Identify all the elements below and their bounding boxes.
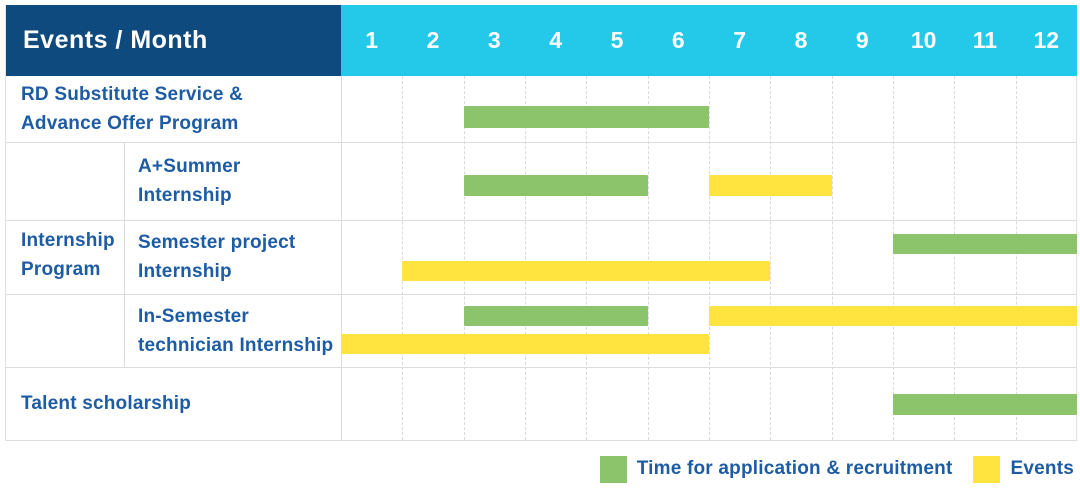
table-header-row: Events / Month 1 2 3 4 5 6 7 8 9 10 11 12 — [6, 5, 1077, 76]
legend: Time for application & recruitment Events — [599, 454, 1074, 484]
gantt-bar-application — [463, 306, 648, 326]
month-grid — [341, 76, 1077, 440]
row-separator — [6, 142, 1077, 143]
month-gridline — [954, 76, 956, 440]
month-header-cell-8: 8 — [794, 27, 808, 53]
month-header-cell-10: 10 — [910, 27, 937, 53]
legend-label-events: Events — [1010, 458, 1074, 479]
legend-swatch-events — [973, 455, 1001, 483]
gantt-bar-events — [709, 175, 832, 196]
month-header-cell-2: 2 — [426, 27, 440, 53]
month-header-strip: 1 2 3 4 5 6 7 8 9 10 11 12 — [341, 5, 1077, 76]
month-gridline — [647, 76, 649, 440]
month-header-cell-1: 1 — [365, 27, 379, 53]
month-gridline — [586, 76, 588, 440]
row-label-2: A+Summer Internship — [138, 156, 241, 206]
page-title: Events / Month — [23, 26, 208, 54]
month-header-cell-4: 4 — [549, 27, 563, 53]
row-label-3: Semester project Internship — [138, 232, 296, 282]
gantt-bar-application — [893, 394, 1077, 415]
month-header-cell-5: 5 — [610, 27, 624, 53]
gantt-bar-application — [893, 234, 1077, 254]
row-label-1: RD Substitute Service & Advance Offer Pr… — [21, 84, 244, 134]
month-header-cell-12: 12 — [1033, 27, 1060, 53]
row-group-label: Internship Program — [21, 229, 115, 280]
gantt-bar-application — [463, 106, 709, 128]
month-gridline — [402, 76, 404, 440]
month-gridline — [709, 76, 710, 440]
month-header-cell-6: 6 — [671, 27, 685, 53]
month-header-cell-3: 3 — [487, 27, 501, 53]
row-separator — [6, 220, 1077, 221]
month-gridline — [463, 76, 465, 440]
header-title-cell: Events / Month — [6, 5, 341, 76]
legend-item-application: Time for application & recruitment — [599, 455, 953, 483]
row-separator — [6, 294, 1077, 295]
label-column-divider — [341, 76, 342, 440]
month-gridline — [831, 76, 833, 440]
schedule-table: Events / Month 1 2 3 4 5 6 7 8 9 10 11 12 RD Substi… — [5, 5, 1077, 441]
row-separator — [6, 367, 1077, 368]
legend-swatch-application — [599, 455, 627, 483]
month-gridline — [525, 76, 526, 440]
group-column-divider — [124, 142, 125, 367]
row-label-5: Talent scholarship — [21, 393, 192, 414]
legend-label-application: Time for application & recruitment — [636, 458, 953, 479]
month-header-cell-11: 11 — [972, 27, 998, 53]
month-gridline — [1015, 76, 1017, 440]
gantt-bar-events — [341, 334, 709, 354]
row-label-4: In-Semester technician Internship — [138, 305, 334, 356]
gantt-bar-events — [709, 306, 1077, 326]
month-header-cell-9: 9 — [855, 27, 869, 53]
month-header-cell-7: 7 — [733, 27, 747, 53]
gantt-bar-events — [402, 261, 771, 281]
month-gridline — [893, 76, 894, 440]
gantt-bar-application — [463, 175, 648, 196]
month-gridline — [770, 76, 772, 440]
legend-item-events: Events — [973, 455, 1074, 483]
